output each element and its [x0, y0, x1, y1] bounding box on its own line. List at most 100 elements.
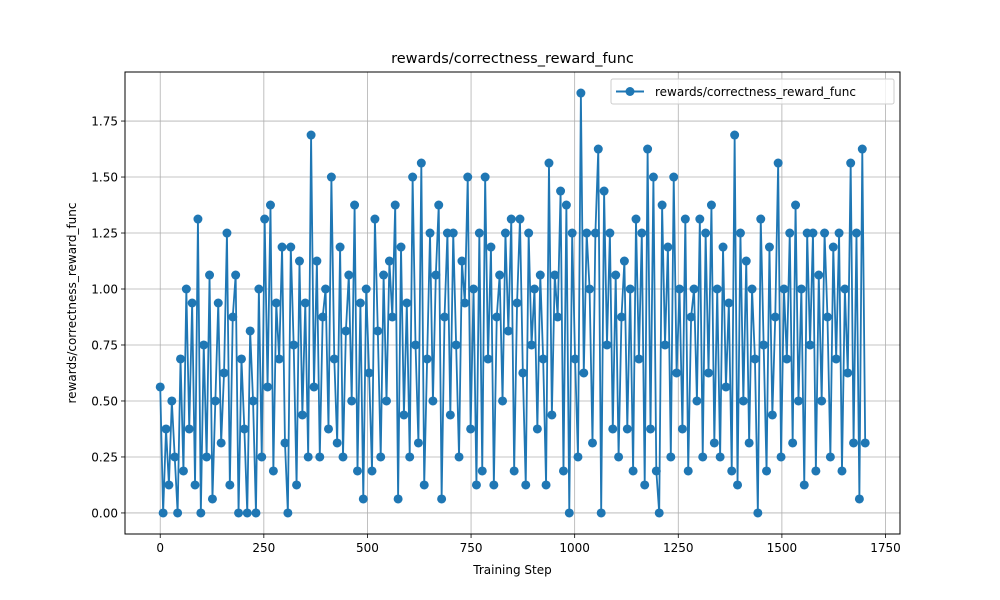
data-point	[776, 452, 786, 462]
data-point	[466, 424, 476, 434]
data-point	[712, 284, 722, 294]
data-point	[791, 200, 801, 210]
data-point	[727, 466, 737, 476]
x-tick-label: 1000	[559, 541, 590, 555]
data-point	[474, 228, 484, 238]
x-axis: 0 250 500 750 1000 1250 1500 1750	[156, 534, 901, 555]
data-point	[480, 172, 490, 182]
data-point	[460, 298, 470, 308]
data-point	[341, 326, 351, 336]
data-point	[701, 228, 711, 238]
data-point	[283, 508, 293, 518]
data-point	[361, 284, 371, 294]
data-point	[344, 270, 354, 280]
data-point	[416, 158, 426, 168]
data-point	[619, 256, 629, 266]
data-point	[489, 480, 499, 490]
data-point	[553, 312, 563, 322]
data-point	[286, 242, 296, 252]
data-point	[393, 494, 403, 504]
data-point	[828, 242, 838, 252]
data-point	[454, 452, 464, 462]
data-point	[764, 242, 774, 252]
data-point	[724, 298, 734, 308]
data-point	[469, 284, 479, 294]
data-point	[590, 228, 600, 238]
y-axis: 0.00 0.25 0.50 0.75 1.00 1.25 1.50 1.75	[91, 115, 125, 520]
data-point	[248, 396, 258, 406]
data-point	[173, 508, 183, 518]
data-point	[498, 396, 508, 406]
data-point	[411, 340, 421, 350]
data-point	[318, 312, 328, 322]
data-point	[750, 354, 760, 364]
data-point	[704, 368, 714, 378]
data-point	[805, 340, 815, 350]
data-point	[840, 284, 850, 294]
data-point	[561, 200, 571, 210]
data-point	[770, 312, 780, 322]
data-point	[297, 410, 307, 420]
data-point	[207, 494, 217, 504]
legend: rewards/correctness_reward_func	[610, 78, 895, 105]
data-point	[193, 214, 203, 224]
data-point	[280, 438, 290, 448]
data-point	[448, 228, 458, 238]
data-point	[646, 424, 656, 434]
data-point	[210, 396, 220, 406]
data-point	[190, 480, 200, 490]
data-point	[715, 452, 725, 462]
data-point	[422, 354, 432, 364]
data-point	[181, 284, 191, 294]
data-point	[843, 368, 853, 378]
data-point	[550, 270, 560, 280]
data-point	[500, 228, 510, 238]
data-point	[155, 382, 165, 392]
data-point	[706, 200, 716, 210]
data-point	[857, 144, 867, 154]
data-point	[854, 494, 864, 504]
data-point	[643, 144, 653, 154]
data-point	[654, 508, 664, 518]
data-point	[535, 270, 545, 280]
data-point	[176, 354, 186, 364]
data-point	[268, 466, 278, 476]
data-point	[309, 382, 319, 392]
data-point	[306, 130, 316, 140]
data-point	[585, 284, 595, 294]
data-point	[657, 200, 667, 210]
data-point	[579, 368, 589, 378]
data-point	[538, 354, 548, 364]
data-point	[242, 508, 252, 518]
data-point	[529, 284, 539, 294]
data-point	[231, 270, 241, 280]
data-point	[187, 298, 197, 308]
data-point	[811, 466, 821, 476]
data-point	[822, 312, 832, 322]
data-point	[364, 368, 374, 378]
data-point	[509, 466, 519, 476]
data-point	[695, 214, 705, 224]
data-point	[718, 242, 728, 252]
data-point	[625, 284, 635, 294]
data-point	[347, 396, 357, 406]
data-point	[390, 200, 400, 210]
data-point	[616, 312, 626, 322]
data-point	[756, 214, 766, 224]
data-point	[556, 186, 566, 196]
data-point	[793, 396, 803, 406]
data-point	[167, 396, 177, 406]
data-point	[788, 438, 798, 448]
data-point	[239, 424, 249, 434]
data-point	[265, 200, 275, 210]
data-point	[471, 480, 481, 490]
series-line	[159, 92, 867, 514]
data-point	[213, 298, 223, 308]
data-point	[837, 466, 847, 476]
data-point	[741, 256, 751, 266]
data-point	[518, 368, 528, 378]
data-point	[384, 256, 394, 266]
data-point	[547, 410, 557, 420]
data-point	[602, 340, 612, 350]
